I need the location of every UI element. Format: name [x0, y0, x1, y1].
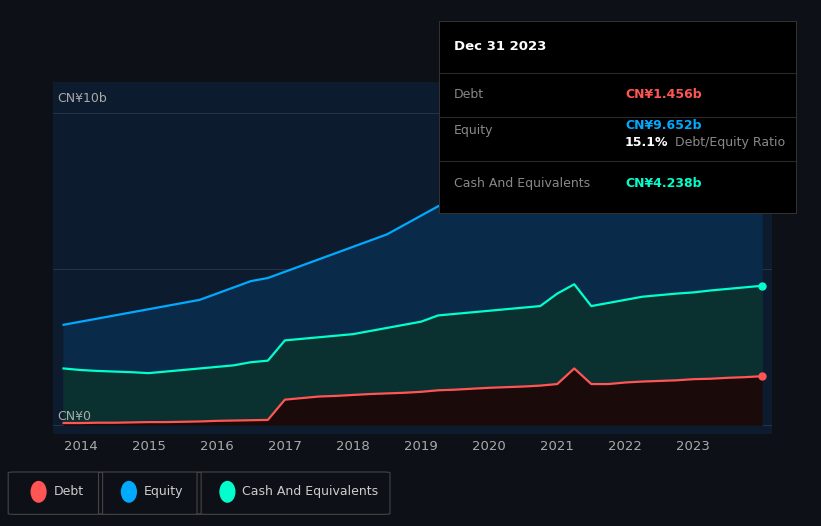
Text: CN¥0: CN¥0 [57, 410, 91, 423]
Text: 15.1%: 15.1% [625, 136, 668, 149]
Text: CN¥9.652b: CN¥9.652b [625, 119, 701, 132]
Text: Equity: Equity [453, 124, 493, 137]
Text: CN¥4.238b: CN¥4.238b [625, 177, 701, 190]
Text: Dec 31 2023: Dec 31 2023 [453, 41, 546, 53]
Text: Debt/Equity Ratio: Debt/Equity Ratio [675, 136, 785, 149]
Text: Debt: Debt [453, 88, 484, 102]
Ellipse shape [220, 482, 235, 502]
Text: Debt: Debt [53, 485, 84, 498]
Ellipse shape [122, 482, 136, 502]
Text: CN¥10b: CN¥10b [57, 92, 107, 105]
Text: CN¥1.456b: CN¥1.456b [625, 88, 702, 102]
Text: Cash And Equivalents: Cash And Equivalents [242, 485, 378, 498]
Text: Equity: Equity [144, 485, 183, 498]
Text: Cash And Equivalents: Cash And Equivalents [453, 177, 589, 190]
Ellipse shape [31, 482, 46, 502]
